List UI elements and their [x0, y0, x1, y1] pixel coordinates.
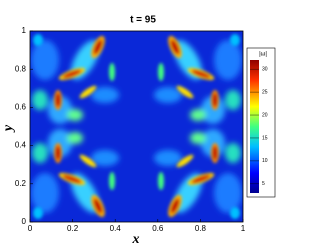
x-tick-label: 0.8: [195, 224, 207, 233]
y-tick-label: 0.8: [15, 64, 27, 73]
colorbar-tick-label: 15: [262, 135, 268, 141]
y-tick-label: 0.4: [15, 141, 27, 150]
x-tick-label: 0.2: [67, 224, 79, 233]
x-tick-label: 0.6: [152, 224, 164, 233]
y-tick-label: 0.2: [15, 179, 27, 188]
colorbar-tick-label: 5: [262, 181, 265, 187]
colorbar-tick-label: 20: [262, 112, 268, 118]
y-tick-label: 0.6: [15, 103, 27, 112]
x-tick-label: 0: [28, 224, 33, 233]
y-tick-label: 0: [22, 217, 27, 226]
y-axis-label: y: [1, 124, 16, 133]
chart-title: t = 95: [130, 15, 156, 26]
field: [30, 31, 243, 222]
y-tick-label: 1: [22, 26, 27, 35]
plot-frame: [29, 30, 244, 223]
x-axis-label: x: [132, 232, 140, 247]
x-tick-label: 1: [241, 224, 246, 233]
colorbar-tick-label: 30: [262, 67, 268, 73]
chart: t = 95 x y |ω| 0 0.2 0.4 0.6 0.8 100.20.40.60…: [1, 15, 276, 247]
colorbar-tick-label: 25: [262, 89, 268, 95]
colorbar: [250, 60, 259, 193]
x-tick-label: 0.4: [110, 224, 122, 233]
colorbar-title: |ω|: [259, 52, 267, 58]
colorbar-tick-label: 10: [262, 158, 268, 164]
